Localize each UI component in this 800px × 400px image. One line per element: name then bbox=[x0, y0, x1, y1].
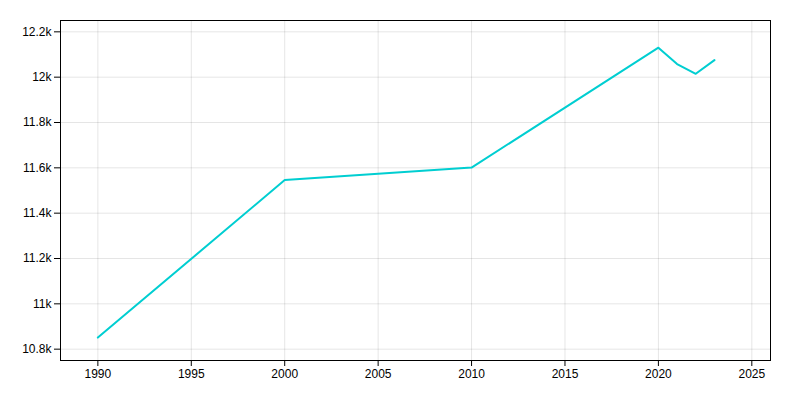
svg-text:12k: 12k bbox=[32, 70, 52, 84]
svg-text:11.6k: 11.6k bbox=[23, 161, 52, 175]
svg-text:2020: 2020 bbox=[645, 367, 672, 381]
svg-text:10.8k: 10.8k bbox=[22, 342, 52, 356]
svg-text:2015: 2015 bbox=[552, 367, 579, 381]
svg-text:1990: 1990 bbox=[85, 367, 112, 381]
svg-text:2025: 2025 bbox=[738, 367, 765, 381]
svg-text:11.2k: 11.2k bbox=[23, 251, 52, 265]
svg-text:2000: 2000 bbox=[271, 367, 298, 381]
svg-text:11k: 11k bbox=[33, 297, 52, 311]
svg-text:11.8k: 11.8k bbox=[23, 115, 52, 129]
svg-text:12.2k: 12.2k bbox=[22, 25, 52, 39]
svg-text:1995: 1995 bbox=[178, 367, 205, 381]
svg-text:11.4k: 11.4k bbox=[23, 206, 52, 220]
svg-text:2010: 2010 bbox=[458, 367, 485, 381]
svg-text:2005: 2005 bbox=[365, 367, 392, 381]
